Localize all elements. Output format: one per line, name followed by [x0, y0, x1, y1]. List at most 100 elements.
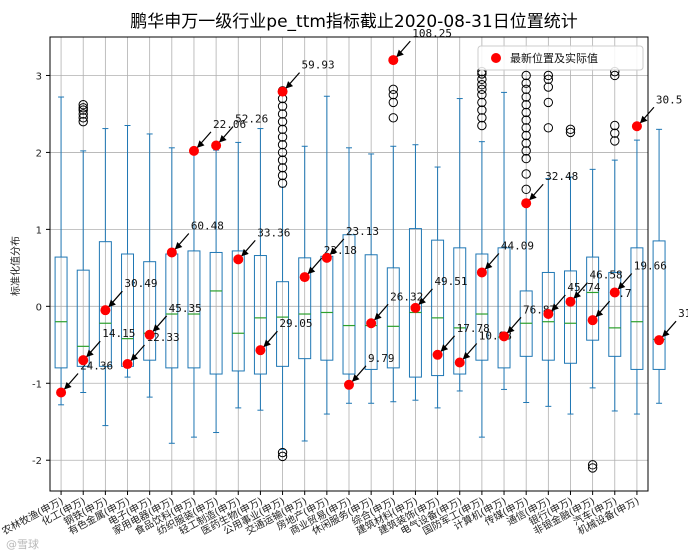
annotation-value: 45.74 [567, 281, 600, 294]
latest-annotation: 23.13 [321, 225, 379, 263]
latest-marker [277, 86, 288, 97]
outlier-point [477, 74, 487, 85]
annotation-arrowhead [174, 241, 183, 250]
grid-layer [50, 37, 648, 491]
outlier-point [543, 97, 554, 108]
annotation-value: 30.5 [656, 93, 683, 106]
latest-annotation: 45.74 [543, 281, 601, 320]
box-body [276, 281, 290, 367]
annotation-arrowhead [440, 344, 449, 352]
annotation-value: 26.32 [390, 290, 423, 303]
outlier-point [521, 184, 531, 195]
box-group [276, 86, 290, 462]
annotation-arrowhead [617, 281, 626, 290]
box-body [54, 256, 68, 369]
box-group [564, 124, 577, 415]
latest-marker [521, 198, 532, 209]
latest-annotation: 22.06 [188, 118, 246, 156]
latest-annotation: 17.78 [432, 322, 490, 360]
outlier-point [277, 124, 288, 135]
box-group [342, 147, 356, 404]
annotation-value: 19.66 [634, 259, 667, 272]
annotation-value: 46.58 [589, 269, 622, 282]
annotation-value: 60.48 [191, 219, 224, 232]
annotation-arrowhead [64, 382, 72, 390]
latest-annotation: 9.79 [344, 352, 395, 390]
latest-marker [255, 345, 266, 356]
latest-annotation: 23.18 [299, 244, 357, 283]
annotation-value: 108.25 [412, 27, 452, 40]
box-group [475, 66, 489, 438]
box-group [541, 70, 555, 407]
box-group [431, 166, 445, 409]
outlier-point [565, 127, 576, 138]
latest-annotation: 24.36 [56, 360, 113, 398]
latest-marker [565, 296, 576, 307]
outlier-point [477, 97, 487, 108]
outlier-point [477, 80, 487, 90]
outlier-point [521, 70, 531, 81]
outlier-point [521, 100, 531, 110]
box-body [652, 240, 666, 370]
annotation-arrowhead [662, 329, 670, 338]
annotation-arrowhead [285, 81, 294, 89]
box-group [630, 139, 644, 415]
box-group [187, 147, 201, 438]
latest-marker [321, 252, 332, 263]
outlier-point [521, 146, 531, 156]
outlier-point [277, 163, 288, 173]
latest-marker [299, 272, 310, 283]
annotation-value: 24.36 [80, 360, 113, 373]
outlier-point [610, 128, 620, 138]
latest-annotation: 108.25 [388, 27, 452, 66]
latest-annotation: 19.66 [609, 259, 667, 298]
box-body [541, 271, 555, 361]
annotation-value: 49.51 [434, 275, 467, 288]
annotation-arrowhead [573, 291, 581, 299]
chart-title: 鹏华申万一级行业pe_ttm指标截止2020-08-31日位置统计 [130, 12, 577, 32]
box-group [652, 128, 666, 404]
y-tick-label: -2 [32, 456, 42, 467]
box-body [187, 250, 201, 369]
latest-marker [166, 247, 177, 258]
annotation-value: 44.09 [501, 239, 534, 252]
box-group [364, 153, 378, 404]
outlier-point [277, 109, 288, 119]
outlier-point [610, 120, 620, 131]
y-tick-label: 0 [36, 302, 42, 313]
latest-annotation: 14.15 [78, 327, 135, 366]
latest-marker [233, 254, 244, 265]
outlier-point [388, 84, 398, 95]
latest-marker [499, 331, 510, 342]
latest-marker [587, 315, 598, 326]
box-body [298, 257, 312, 360]
latest-marker [454, 357, 465, 368]
box-body [630, 247, 644, 370]
annotation-arrowhead [152, 324, 161, 332]
annotation-arrowhead [529, 192, 537, 201]
annotation-value: 17.78 [457, 322, 490, 335]
annotation-arrowhead [462, 351, 471, 360]
annotation-arrowhead [484, 261, 493, 270]
outlier-point [521, 115, 531, 125]
annotation-arrowhead [108, 299, 116, 308]
latest-annotation: 30.5 [631, 93, 683, 132]
outlier-point [388, 97, 398, 108]
outlier-point [521, 138, 531, 148]
box-body [143, 261, 157, 361]
annotation-arrowhead [551, 303, 559, 312]
latest-annotation: 29.05 [255, 317, 313, 356]
legend-box [477, 45, 644, 71]
box-body [209, 251, 223, 375]
outlier-point [277, 155, 288, 165]
annotation-value: 32.48 [545, 170, 578, 183]
box-group [608, 66, 622, 412]
box-group [76, 100, 90, 394]
box-group [586, 168, 600, 473]
outlier-point [78, 100, 88, 110]
annotation-value: 31.38 [678, 307, 688, 320]
box-group [253, 128, 267, 411]
legend-label: 最新位置及实际值 [510, 51, 598, 65]
latest-annotation: 60.48 [166, 219, 224, 258]
annotation-value: 30.49 [124, 277, 157, 290]
